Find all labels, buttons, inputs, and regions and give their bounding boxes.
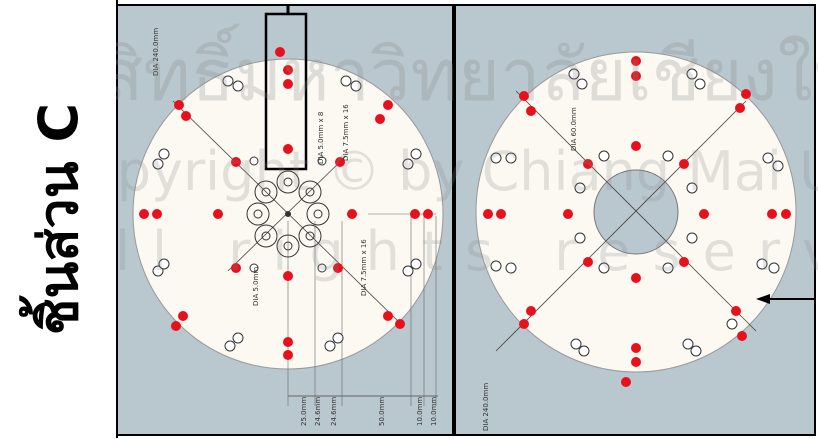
dim-offset-f: 10.0mm	[430, 397, 438, 426]
diagonal-line	[495, 100, 747, 352]
red-mounting-holes	[483, 56, 791, 387]
red-mounting-holes	[139, 47, 433, 360]
callout-arrow-head	[756, 294, 770, 304]
dim-hole-center: DIA 5.0mm	[252, 267, 260, 306]
dim-dia-outer: DIA 240.0mm	[152, 28, 160, 76]
left-drawing-panel: DIA 240.0mm DIA 5.0mm x 8 DIA 7.5mm x 16…	[116, 4, 454, 436]
dim-offset-d: 50.0mm	[378, 397, 386, 426]
dim-dia-outer-right: DIA 240.0mm	[482, 383, 490, 431]
dim-offset-c: 24.6mm	[330, 397, 338, 426]
center-hole-ring	[246, 170, 330, 258]
dim-hole-medium: DIA 7.5mm x 16	[342, 104, 350, 161]
side-label-panel: ชิ้นส่วน C	[0, 0, 118, 438]
callout-frame	[264, 12, 308, 171]
white-holes	[152, 75, 422, 352]
dim-offset-a: 25.0mm	[300, 397, 308, 426]
dim-dia-inner: DIA 60.0mm	[570, 107, 578, 151]
white-holes	[490, 68, 784, 357]
left-disc-drawing: DIA 240.0mm DIA 5.0mm x 8 DIA 7.5mm x 16…	[132, 6, 444, 426]
dim-offset-e: 10.0mm	[416, 397, 424, 426]
right-drawing-panel: DIA 60.0mm DIA 240.0mm	[454, 4, 816, 436]
right-disc-drawing: DIA 60.0mm DIA 240.0mm	[475, 51, 814, 431]
dim-hole-medium-2: DIA 7.5mm x 16	[360, 239, 368, 296]
part-label: ชิ้นส่วน C	[27, 102, 90, 336]
dim-hole-small: DIA 5.0mm x 8	[317, 112, 325, 164]
center-bore	[593, 169, 679, 255]
dim-offset-b: 24.6mm	[314, 397, 322, 426]
